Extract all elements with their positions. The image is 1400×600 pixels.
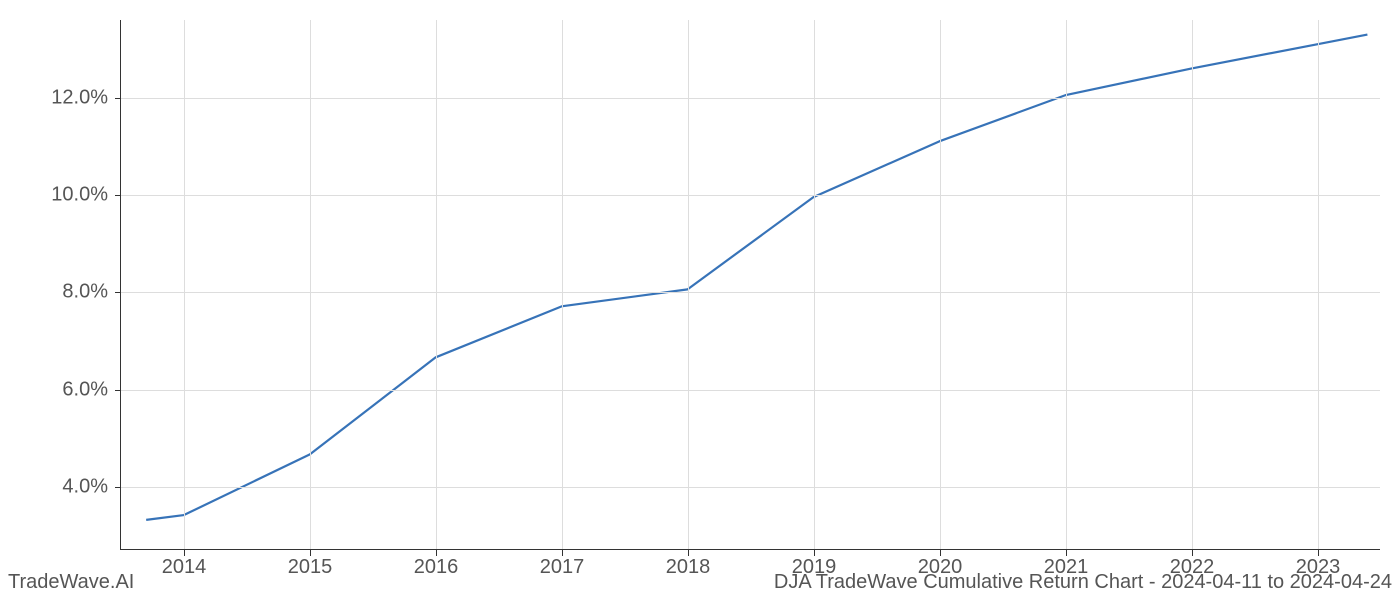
y-tick-label: 12.0% bbox=[51, 86, 108, 109]
y-tick-mark bbox=[115, 195, 121, 196]
grid-line-horizontal bbox=[121, 195, 1380, 196]
x-tick-label: 2018 bbox=[666, 556, 711, 579]
grid-line-vertical bbox=[562, 20, 563, 549]
y-tick-label: 10.0% bbox=[51, 184, 108, 207]
y-tick-mark bbox=[115, 390, 121, 391]
x-tick-label: 2014 bbox=[162, 556, 207, 579]
chart-container: 2014201520162017201820192020202120222023 bbox=[120, 20, 1380, 550]
x-tick-label: 2015 bbox=[288, 556, 333, 579]
footer-caption: DJA TradeWave Cumulative Return Chart - … bbox=[774, 571, 1392, 594]
x-tick-label: 2017 bbox=[540, 556, 585, 579]
plot-area: 2014201520162017201820192020202120222023 bbox=[120, 20, 1380, 550]
grid-line-horizontal bbox=[121, 98, 1380, 99]
grid-line-vertical bbox=[940, 20, 941, 549]
y-tick-label: 4.0% bbox=[62, 475, 108, 498]
grid-line-vertical bbox=[1066, 20, 1067, 549]
grid-line-vertical bbox=[1318, 20, 1319, 549]
grid-line-horizontal bbox=[121, 487, 1380, 488]
footer-brand: TradeWave.AI bbox=[8, 571, 134, 594]
y-tick-mark bbox=[115, 98, 121, 99]
x-tick-label: 2016 bbox=[414, 556, 459, 579]
grid-line-vertical bbox=[1192, 20, 1193, 549]
y-tick-mark bbox=[115, 292, 121, 293]
grid-line-horizontal bbox=[121, 390, 1380, 391]
grid-line-vertical bbox=[688, 20, 689, 549]
grid-line-vertical bbox=[814, 20, 815, 549]
y-axis-labels: 4.0% 6.0% 8.0% 10.0% 12.0% bbox=[0, 20, 118, 550]
grid-line-horizontal bbox=[121, 292, 1380, 293]
grid-line-vertical bbox=[184, 20, 185, 549]
series-line bbox=[146, 35, 1367, 520]
y-tick-mark bbox=[115, 487, 121, 488]
grid-line-vertical bbox=[436, 20, 437, 549]
y-tick-label: 6.0% bbox=[62, 378, 108, 401]
grid-line-vertical bbox=[310, 20, 311, 549]
y-tick-label: 8.0% bbox=[62, 281, 108, 304]
